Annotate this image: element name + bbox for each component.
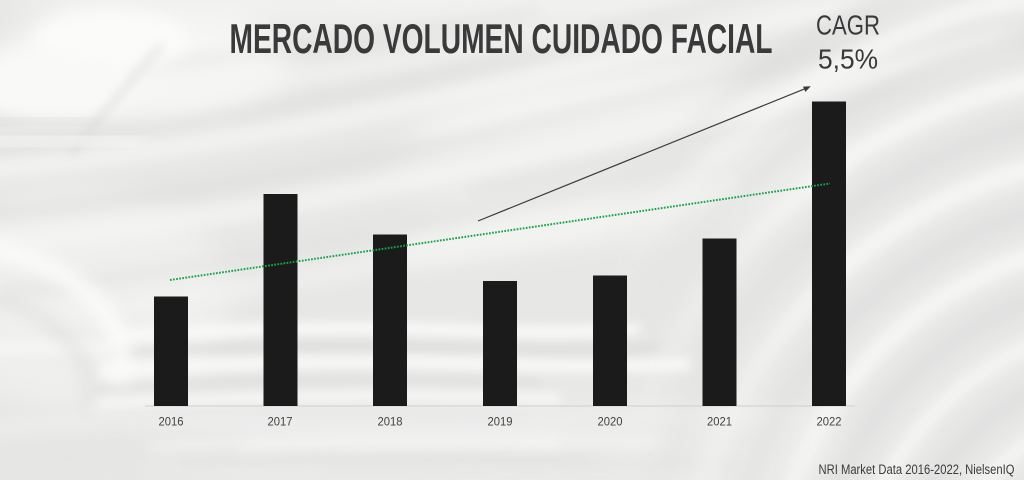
svg-text:2018: 2018	[378, 415, 403, 429]
svg-text:CAGR: CAGR	[816, 9, 880, 40]
svg-text:MERCADO VOLUMEN CUIDADO FACIAL: MERCADO VOLUMEN CUIDADO FACIAL	[230, 15, 773, 62]
svg-text:2019: 2019	[488, 415, 513, 429]
svg-text:NRI Market Data 2016-2022, Nie: NRI Market Data 2016-2022, NielsenIQ	[819, 462, 1015, 477]
svg-text:5,5%: 5,5%	[818, 43, 878, 74]
svg-text:2020: 2020	[598, 415, 623, 429]
svg-text:2016: 2016	[159, 415, 184, 429]
svg-text:2022: 2022	[817, 415, 842, 429]
svg-text:2017: 2017	[268, 415, 293, 429]
svg-text:2021: 2021	[707, 415, 732, 429]
